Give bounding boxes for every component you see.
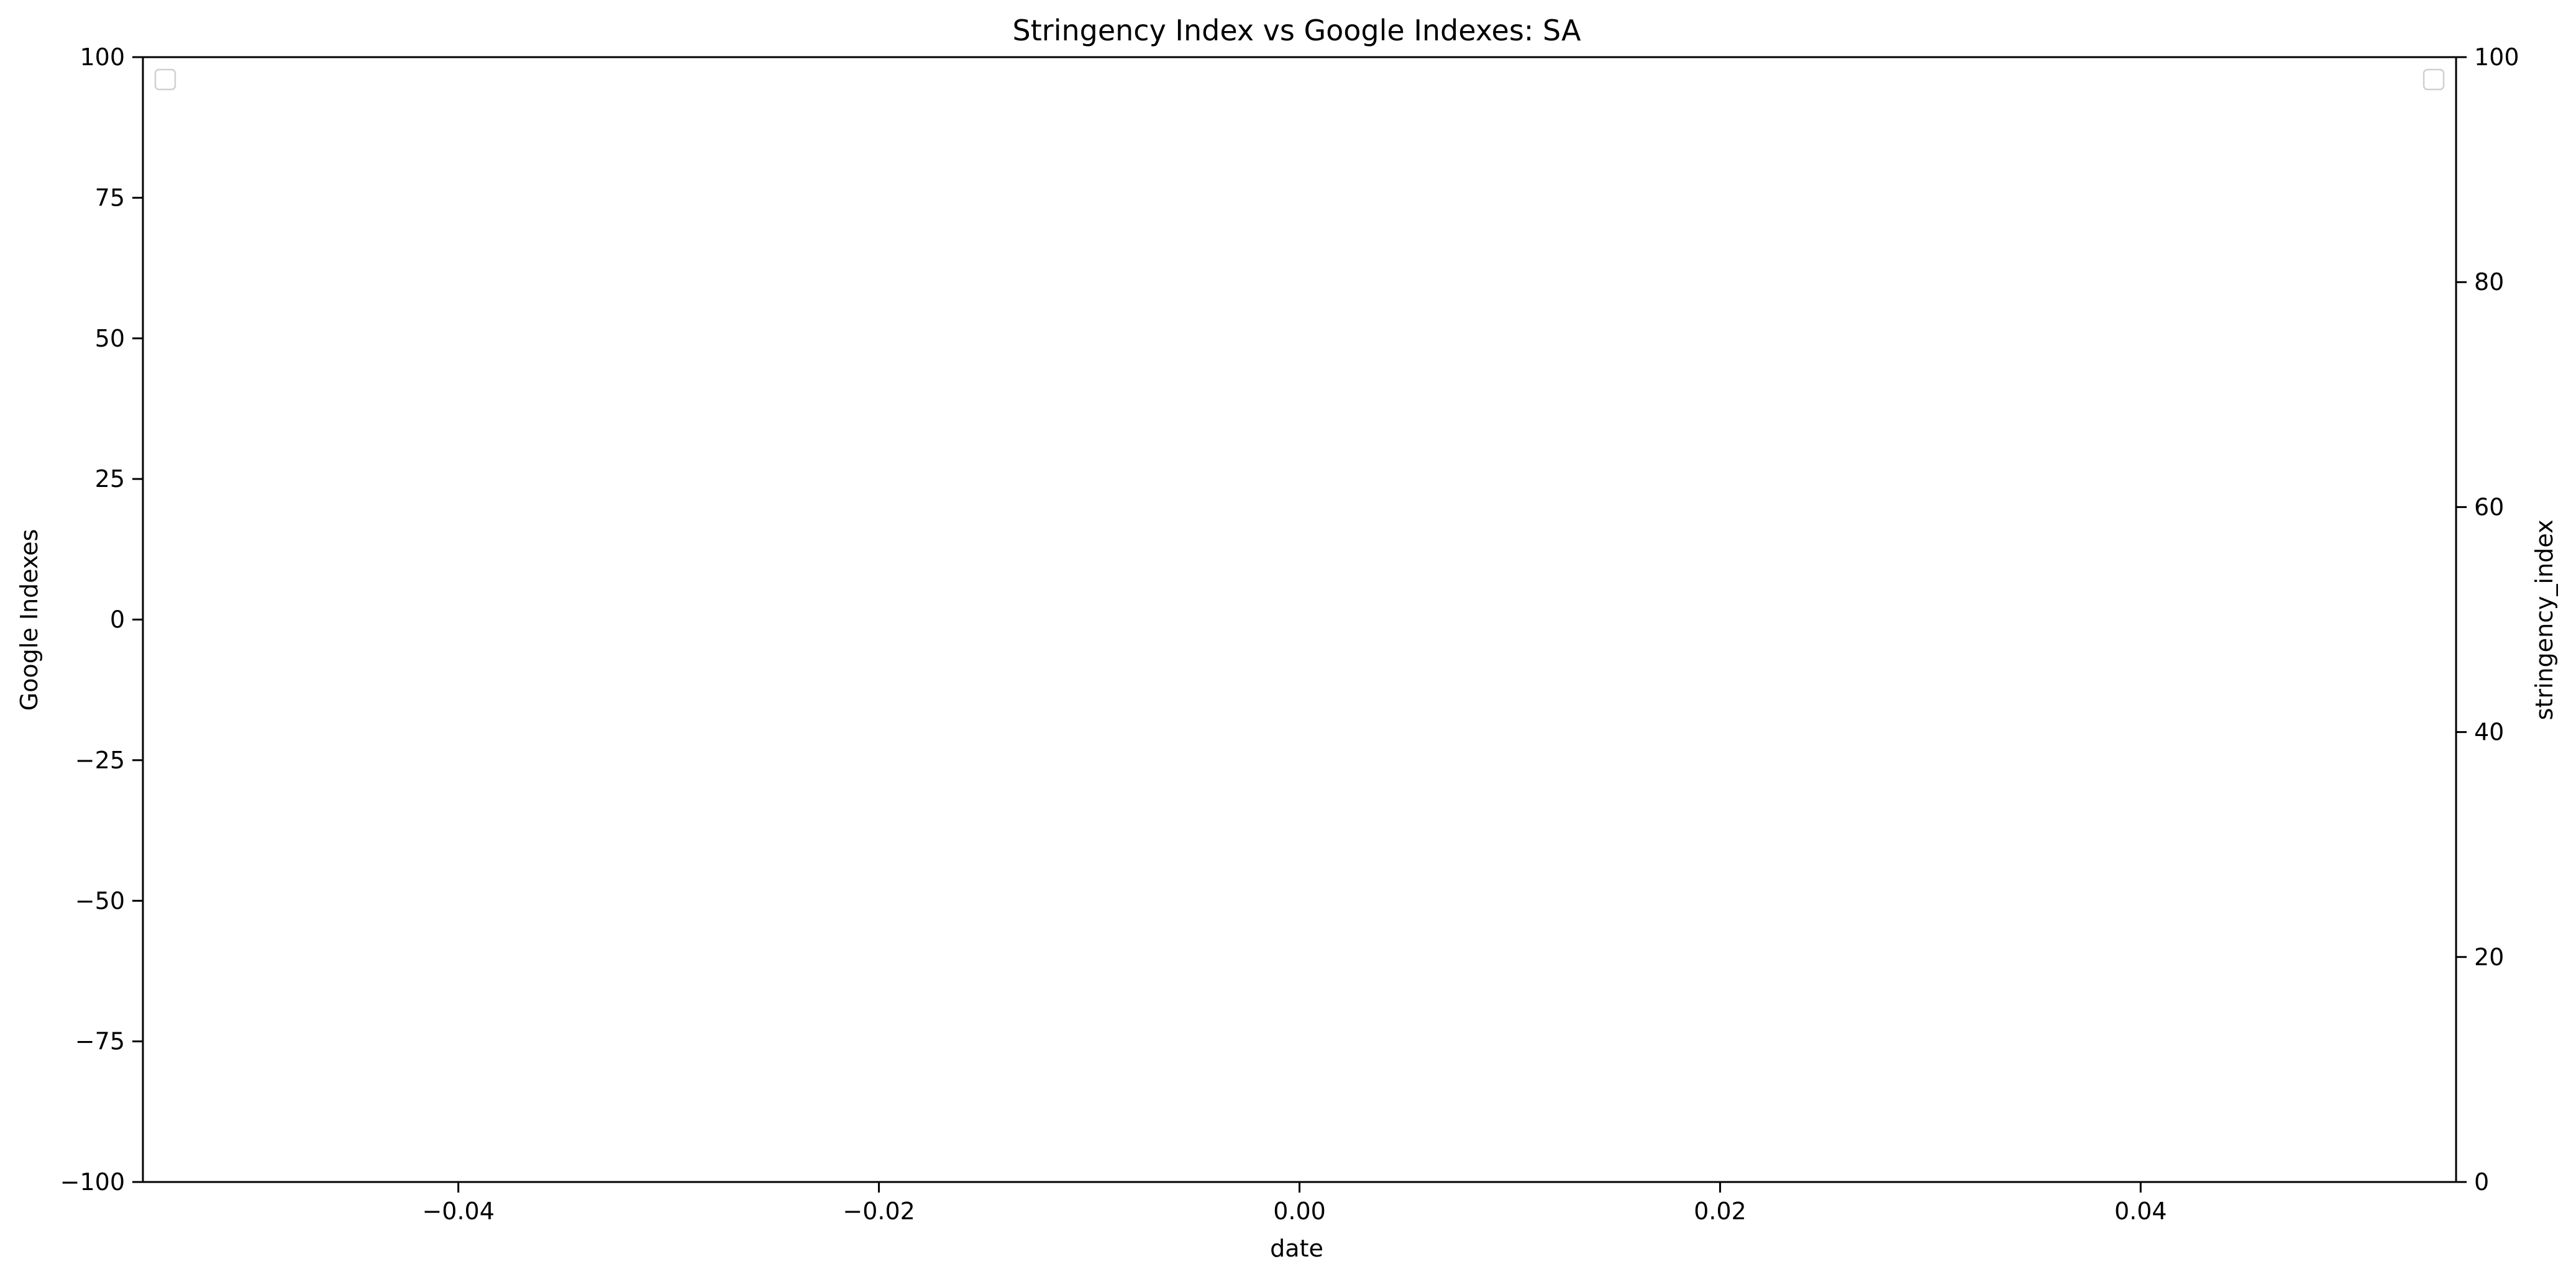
- x-tick-label: −0.04: [422, 1198, 494, 1225]
- x-axis-label: date: [1270, 1235, 1323, 1262]
- legend-box-top-left: [154, 68, 176, 91]
- y2-axis-label: stringency_index: [2531, 520, 2558, 721]
- y2-tick-label: 100: [2474, 43, 2519, 71]
- chart-title: Stringency Index vs Google Indexes: SA: [1013, 14, 1581, 47]
- x-tick-label: −0.02: [843, 1198, 915, 1225]
- x-tick-label: 0.00: [1273, 1198, 1326, 1225]
- y2-tick-label: 60: [2474, 493, 2504, 521]
- y-tick-label: −75: [75, 1028, 125, 1055]
- y-tick-label: 75: [95, 184, 125, 211]
- y-tick-label: 25: [95, 465, 125, 493]
- x-tick-label: 0.02: [1694, 1198, 1747, 1225]
- y2-tick-label: 0: [2474, 1168, 2489, 1196]
- y-axis-label: Google Indexes: [16, 529, 43, 711]
- y-tick-label: −25: [75, 747, 125, 774]
- y2-tick-label: 80: [2474, 268, 2504, 296]
- y-tick-label: 0: [110, 606, 125, 634]
- y2-tick-label: 40: [2474, 719, 2504, 746]
- legend-box-top-right: [2423, 68, 2445, 91]
- y-tick-label: −50: [75, 887, 125, 914]
- y2-tick-label: 20: [2474, 943, 2504, 971]
- axes-layer: −0.04 −0.02 0.00 0.02 0.04 100 75 50 25 0 −25 −50 −7…: [60, 43, 2519, 1225]
- x-tick-label: 0.04: [2114, 1198, 2167, 1225]
- y-tick-label: −100: [60, 1168, 125, 1196]
- plot-frame: [142, 56, 2457, 1183]
- y-tick-label: 100: [80, 43, 125, 71]
- y-tick-label: 50: [95, 325, 125, 352]
